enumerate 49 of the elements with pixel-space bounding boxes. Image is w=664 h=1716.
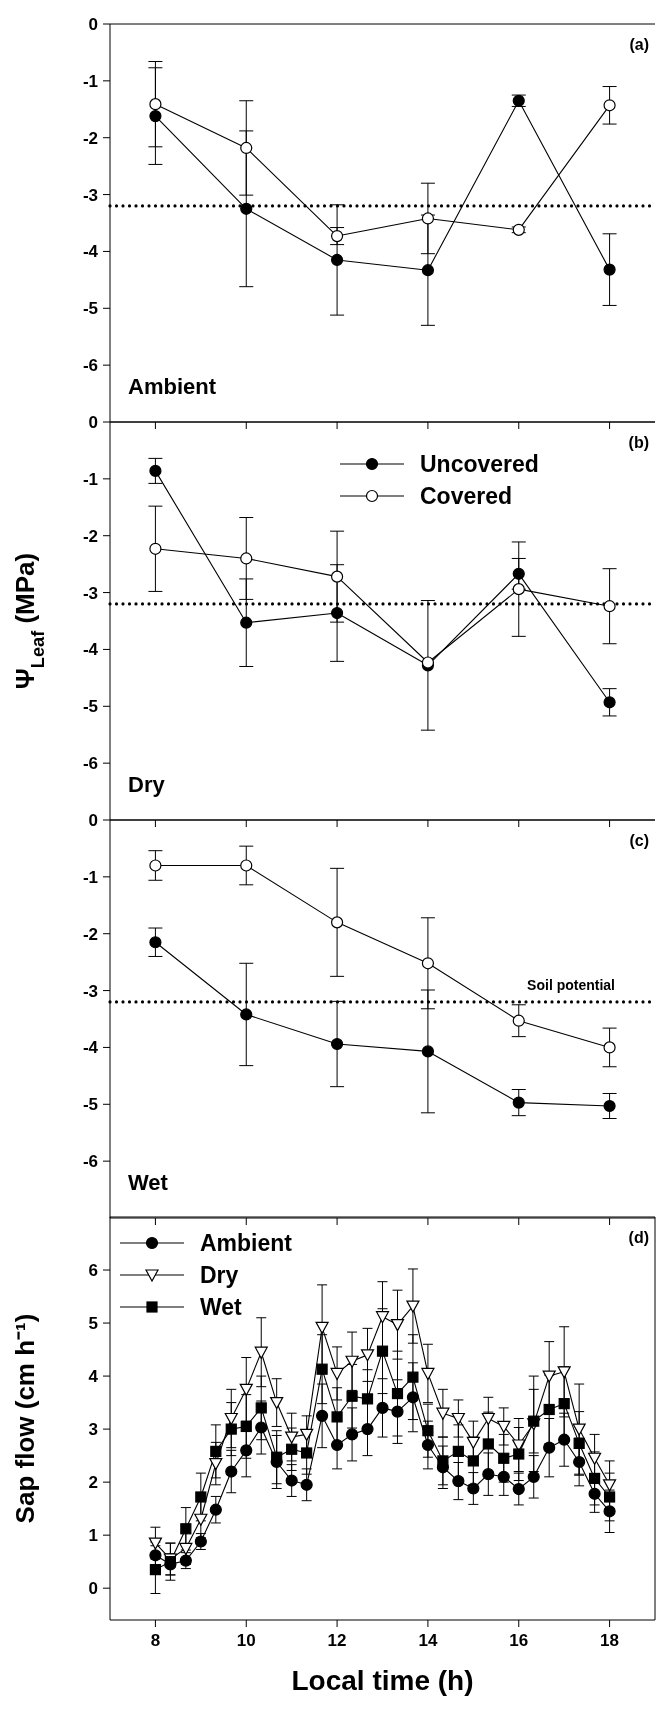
y-tick-label: -6 (82, 754, 98, 774)
annotation: (a) (629, 36, 649, 53)
annotation: Dry (128, 772, 166, 797)
y-tick-label: -3 (82, 981, 98, 1001)
y-tick-label: -5 (82, 1095, 98, 1115)
y-tick-label: -1 (82, 867, 98, 887)
y-tick-label: 3 (88, 1420, 98, 1440)
x-tick-label: 16 (509, 1631, 529, 1650)
y-tick-label: 0 (88, 14, 98, 34)
legend-label: Wet (200, 1294, 243, 1321)
y-tick-label: 1 (88, 1526, 98, 1546)
y-tick-label: -4 (82, 242, 99, 262)
x-tick-label: 12 (327, 1631, 347, 1650)
ref-line-label: Soil potential (527, 976, 615, 993)
y-tick-label: 4 (88, 1367, 99, 1387)
annotation: (b) (628, 434, 649, 451)
x-tick-label: 18 (600, 1631, 620, 1650)
y-tick-label: -5 (82, 299, 98, 319)
y-tick-label: 2 (88, 1473, 98, 1493)
y-tick-label: 6 (88, 1260, 98, 1280)
y-tick-label: -5 (82, 697, 98, 717)
y-axis-title: Sap flow (cm h⁻¹) (10, 1313, 40, 1524)
y-tick-label: -1 (82, 71, 98, 91)
legend-label: Uncovered (420, 451, 539, 478)
y-tick-label: 0 (88, 810, 98, 830)
annotation: (d) (628, 1229, 649, 1246)
legend-label: Dry (200, 1262, 239, 1289)
y-tick-label: -6 (82, 1152, 98, 1172)
y-tick-label: 0 (88, 412, 98, 432)
y-tick-label: -3 (82, 185, 98, 205)
y-tick-label: -4 (82, 640, 99, 660)
x-axis-title: Local time (h) (291, 1665, 474, 1696)
x-tick-label: 8 (150, 1631, 161, 1650)
y-tick-label: -2 (82, 526, 98, 546)
annotation: (c) (629, 832, 649, 849)
y-tick-label: 5 (88, 1314, 98, 1333)
y-tick-label: -2 (82, 924, 98, 944)
y-tick-label: -3 (82, 583, 98, 603)
y-tick-label: -1 (82, 469, 98, 489)
y-tick-label: -4 (82, 1038, 99, 1058)
annotation: Ambient (128, 374, 217, 399)
legend-label: Ambient (200, 1230, 293, 1257)
y-tick-label: 0 (88, 1579, 98, 1599)
y-tick-label: -6 (82, 356, 98, 376)
legend-label: Covered (420, 483, 513, 510)
annotation: Wet (128, 1170, 169, 1195)
y-tick-label: -2 (82, 128, 98, 148)
x-tick-label: 10 (236, 1631, 256, 1650)
x-tick-label: 14 (418, 1631, 438, 1650)
